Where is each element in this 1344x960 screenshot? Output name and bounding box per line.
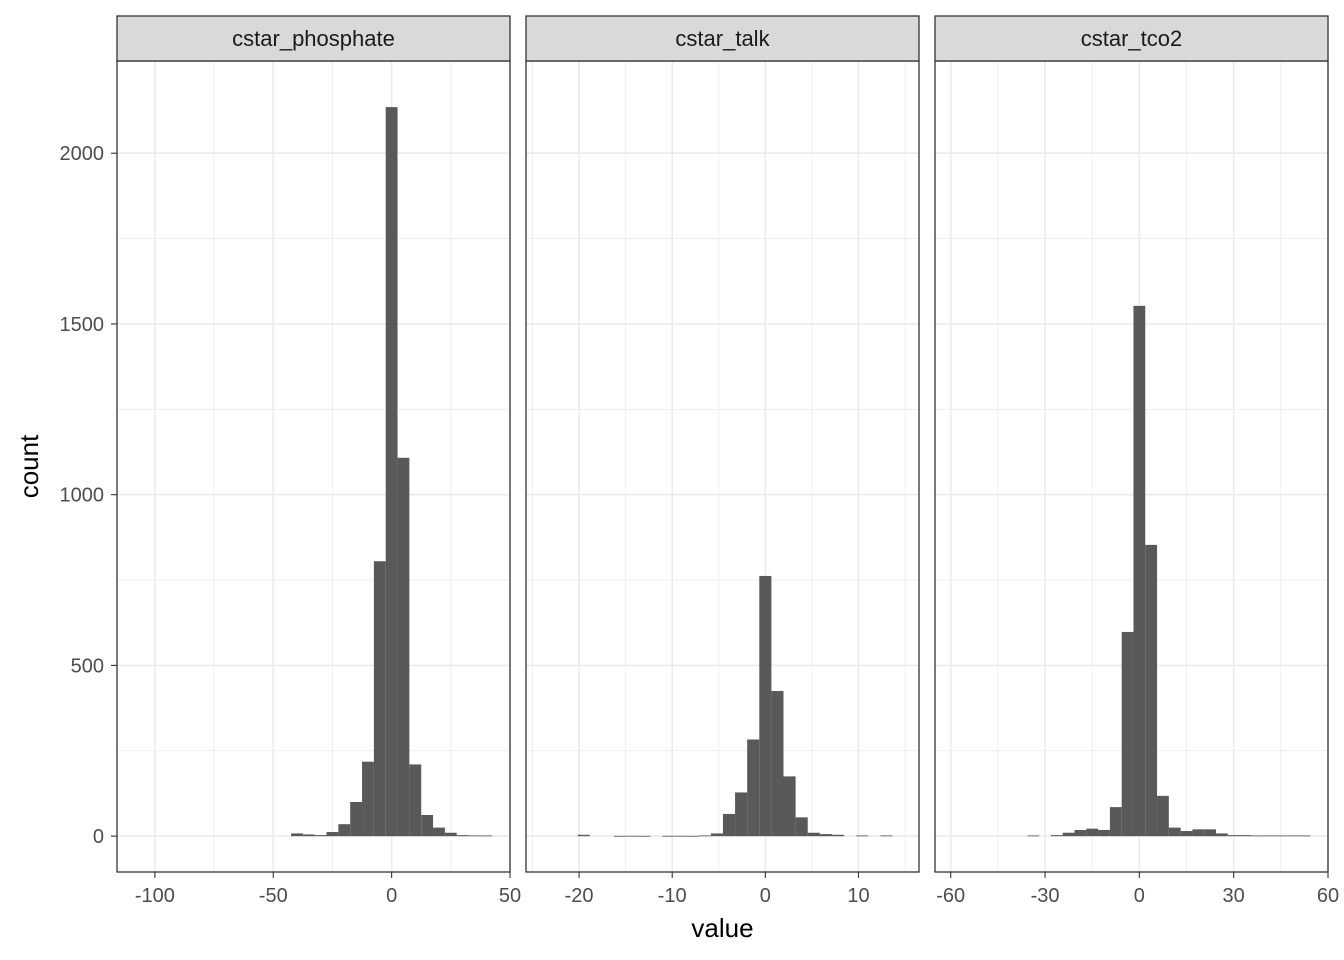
histogram-bar	[409, 764, 422, 837]
histogram-bar	[819, 834, 832, 837]
histogram-bar	[1027, 835, 1040, 837]
histogram-bar	[626, 835, 639, 837]
histogram-bar	[1145, 544, 1158, 837]
histogram-bar	[1298, 835, 1311, 837]
y-tick-label: 0	[93, 826, 104, 848]
histogram-bar	[1274, 835, 1287, 837]
histogram-bar	[1121, 631, 1134, 837]
histogram-bar	[686, 835, 699, 837]
histogram-bar	[326, 832, 339, 837]
x-tick-label: 0	[1134, 885, 1145, 907]
histogram-bar	[1239, 835, 1252, 837]
histogram-bar	[1109, 807, 1122, 837]
histogram-bar	[831, 834, 845, 837]
histogram-bar	[1074, 829, 1087, 837]
histogram-bar	[710, 833, 723, 837]
histogram-bar	[456, 835, 469, 837]
x-tick-label: -100	[135, 885, 175, 907]
y-tick-label: 2000	[60, 143, 105, 165]
histogram-bar	[1157, 795, 1169, 837]
histogram-bar	[480, 835, 493, 837]
histogram-bar	[735, 792, 748, 837]
histogram-bar	[1204, 829, 1216, 837]
y-axis: 0 500 1000 1500 2000	[60, 143, 117, 848]
x-tick-label: 30	[1223, 885, 1245, 907]
histogram-bar	[783, 776, 796, 837]
y-tick-label: 1000	[60, 485, 105, 507]
histogram-bar	[577, 834, 590, 837]
histogram-bar	[1098, 829, 1110, 837]
x-tick-label: -30	[1031, 885, 1060, 907]
x-tick-label: 0	[760, 885, 771, 907]
y-tick-label: 500	[71, 655, 104, 677]
histogram-bar	[1286, 835, 1299, 837]
histogram-bar	[1227, 835, 1240, 837]
histogram-bar	[362, 761, 374, 837]
facet-strip	[116, 15, 511, 62]
histogram-bar	[1251, 835, 1264, 837]
x-tick-label: -60	[936, 885, 965, 907]
x-tick-label: -10	[658, 885, 687, 907]
histogram-bar	[807, 832, 820, 837]
x-tick-label: 10	[847, 885, 869, 907]
facet-strip-label: cstar_tco2	[1081, 26, 1183, 51]
histogram-bar	[747, 739, 760, 837]
histogram-bar	[1263, 835, 1275, 837]
histogram-bar	[698, 835, 711, 837]
histogram-bar	[771, 691, 784, 837]
histogram-bar	[1086, 828, 1099, 837]
histogram-bar	[1133, 305, 1146, 837]
histogram-bar	[674, 835, 687, 837]
facet-strip	[934, 15, 1329, 62]
x-tick-label: -50	[259, 885, 288, 907]
x-axis-title: value	[691, 913, 753, 943]
facet-panel: cstar_tco2 -60 -30 0 30 60	[934, 15, 1339, 907]
histogram-bar	[880, 835, 893, 837]
x-tick-label: -20	[565, 885, 594, 907]
histogram-bar	[444, 832, 457, 837]
histogram-bar	[1050, 835, 1063, 837]
facet-panel: cstar_phosphate -100 -50 0 50	[116, 15, 521, 907]
y-tick-label: 1500	[60, 314, 105, 336]
facet-strip-label: cstar_talk	[675, 26, 770, 51]
histogram-bar	[856, 835, 869, 837]
histogram-bar	[433, 827, 445, 837]
histogram-bar	[338, 824, 351, 837]
histogram-bar	[385, 107, 398, 837]
histogram-bar	[350, 801, 363, 837]
x-tick-label: 60	[1317, 885, 1339, 907]
histogram-bar	[795, 817, 808, 837]
facet-strip-label: cstar_phosphate	[232, 26, 395, 51]
histogram-bar	[421, 814, 434, 837]
histogram-bar	[1168, 827, 1181, 837]
histogram-bar	[397, 457, 410, 837]
histogram-bar	[614, 835, 627, 837]
histogram-bar	[1215, 833, 1228, 837]
histogram-bar	[1192, 829, 1205, 837]
panel-background	[117, 61, 510, 872]
histogram-bar	[291, 833, 303, 837]
histogram-bar	[302, 834, 315, 837]
x-tick-label: 50	[499, 885, 521, 907]
facet-panel: cstar_talk -20 -10 0 10	[525, 15, 920, 907]
facet-strip	[525, 15, 920, 62]
histogram-bar	[722, 813, 736, 837]
histogram-bar	[638, 835, 651, 837]
y-axis-title: count	[14, 434, 44, 498]
histogram-bar	[1180, 831, 1193, 837]
histogram-bar	[314, 835, 327, 837]
x-tick-label: 0	[386, 885, 397, 907]
histogram-bar	[373, 561, 386, 837]
histogram-bar	[468, 835, 481, 837]
histogram-bar	[1062, 832, 1075, 837]
histogram-bar	[662, 835, 675, 837]
panel-background	[526, 61, 919, 872]
histogram-bar	[759, 575, 772, 837]
